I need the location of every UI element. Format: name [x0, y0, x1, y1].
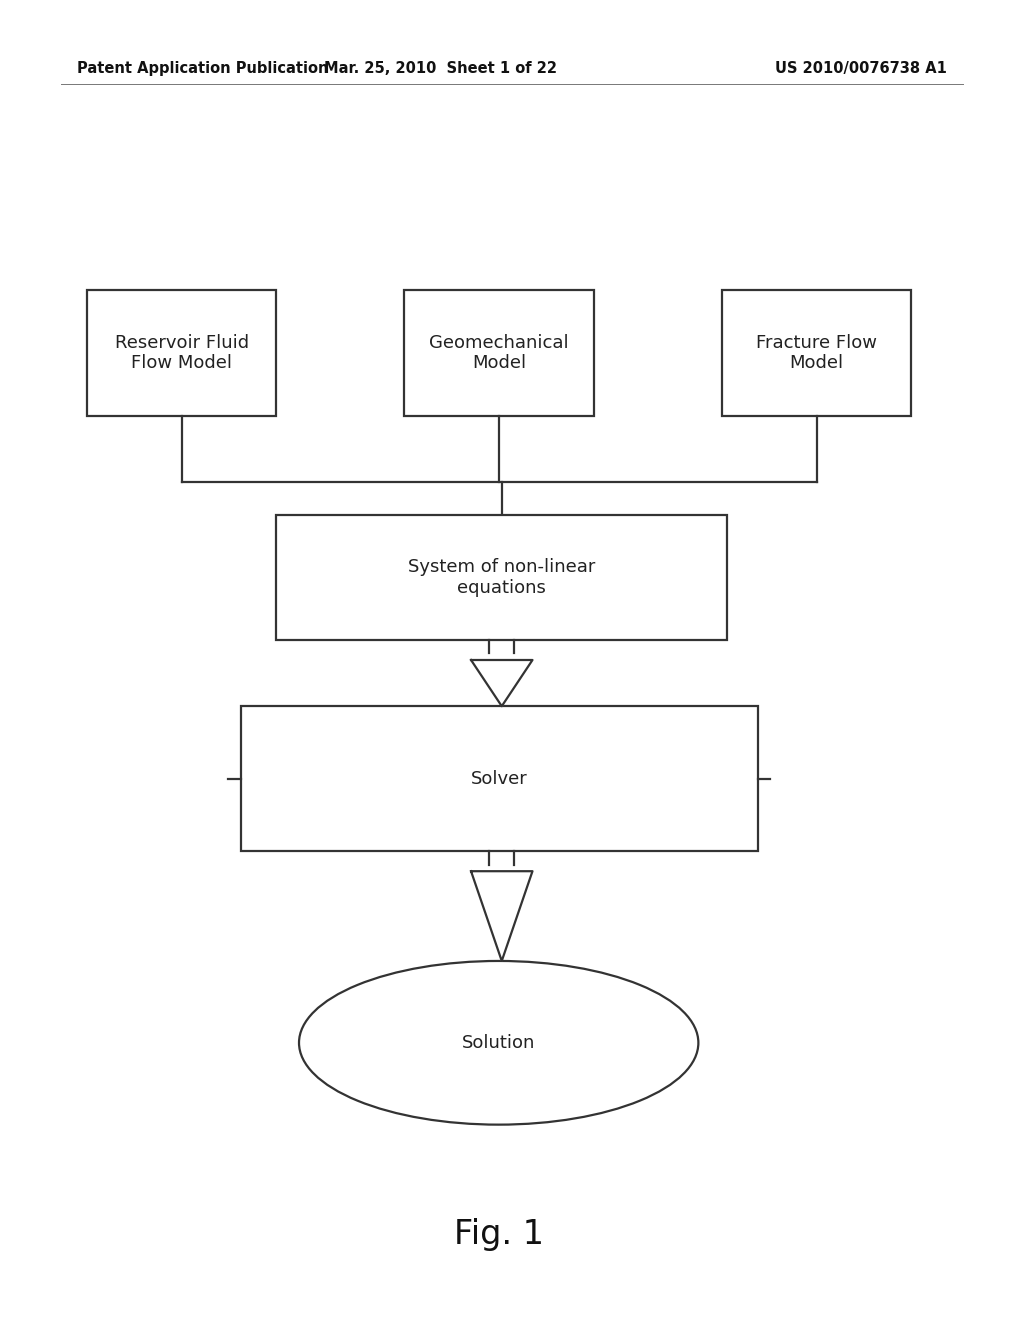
Text: US 2010/0076738 A1: US 2010/0076738 A1 — [775, 61, 947, 75]
Text: Patent Application Publication: Patent Application Publication — [77, 61, 329, 75]
FancyBboxPatch shape — [404, 290, 594, 416]
Text: Mar. 25, 2010  Sheet 1 of 22: Mar. 25, 2010 Sheet 1 of 22 — [324, 61, 557, 75]
FancyBboxPatch shape — [87, 290, 276, 416]
FancyBboxPatch shape — [722, 290, 911, 416]
Text: Solver: Solver — [471, 770, 527, 788]
Text: Fracture Flow
Model: Fracture Flow Model — [756, 334, 878, 372]
FancyBboxPatch shape — [241, 706, 758, 851]
Text: Solution: Solution — [462, 1034, 536, 1052]
Polygon shape — [471, 660, 532, 706]
Text: Geomechanical
Model: Geomechanical Model — [429, 334, 569, 372]
Text: Fig. 1: Fig. 1 — [454, 1217, 544, 1251]
FancyBboxPatch shape — [276, 515, 727, 640]
Text: Reservoir Fluid
Flow Model: Reservoir Fluid Flow Model — [115, 334, 249, 372]
Text: System of non-linear
equations: System of non-linear equations — [409, 558, 595, 597]
Polygon shape — [471, 871, 532, 961]
Ellipse shape — [299, 961, 698, 1125]
